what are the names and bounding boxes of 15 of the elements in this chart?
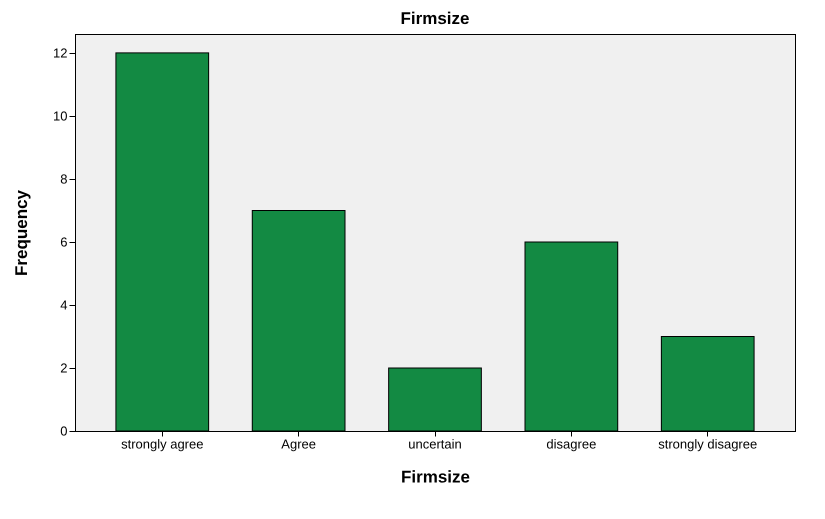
x-tick-label: strongly disagree bbox=[658, 436, 758, 452]
y-tick-label: 6 bbox=[60, 234, 68, 250]
y-tick-label: 2 bbox=[60, 360, 68, 376]
y-tick-label: 4 bbox=[60, 297, 68, 312]
y-axis-title: Frequency bbox=[12, 189, 32, 276]
y-tick-label: 0 bbox=[60, 424, 68, 438]
x-axis-title: Firmsize bbox=[401, 468, 470, 486]
chart-title: Firmsize bbox=[400, 9, 470, 28]
y-tick-label: 12 bbox=[53, 45, 68, 60]
x-tick-label: uncertain bbox=[408, 436, 462, 452]
x-tick-label: disagree bbox=[546, 436, 596, 452]
x-tick-label: Agree bbox=[281, 436, 316, 452]
x-tick-label: strongly agree bbox=[121, 436, 204, 452]
y-tick-label: 8 bbox=[60, 171, 68, 186]
y-tick-label: 10 bbox=[53, 108, 68, 124]
